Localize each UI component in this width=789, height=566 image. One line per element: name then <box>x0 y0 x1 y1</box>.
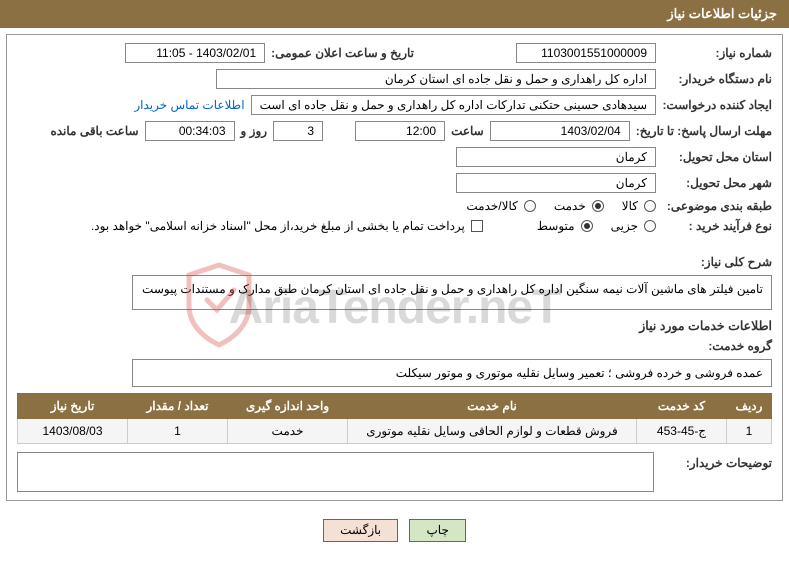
remain-time-value: 00:34:03 <box>145 121 235 141</box>
deadline-label: مهلت ارسال پاسخ: تا تاریخ: <box>636 124 772 138</box>
pt-medium-text: متوسط <box>537 219 575 233</box>
td-qty: 1 <box>128 419 228 444</box>
th-date: تاریخ نیاز <box>18 394 128 419</box>
remain-word: ساعت باقی مانده <box>50 124 138 138</box>
time-word: ساعت <box>451 124 484 138</box>
requester-label: ایجاد کننده درخواست: <box>662 98 772 112</box>
pub-time-label: تاریخ و ساعت اعلان عمومی: <box>271 46 414 60</box>
td-code: ج-45-453 <box>637 419 727 444</box>
buyer-org-label: نام دستگاه خریدار: <box>662 72 772 86</box>
group-label: گروه خدمت: <box>662 339 772 353</box>
requester-value: سیدهادی حسینی حتکنی تدارکات اداره کل راه… <box>251 95 656 115</box>
purchase-type-label: نوع فرآیند خرید : <box>662 219 772 233</box>
cat-kala-text: کالا <box>622 199 638 213</box>
desc-title-value: تامین فیلتر های ماشین آلات نیمه سنگین اد… <box>132 275 772 310</box>
button-row: چاپ بازگشت <box>0 507 789 554</box>
table-row: 1 ج-45-453 فروش قطعات و لوازم الحاقی وسا… <box>18 419 772 444</box>
category-label: طبقه بندی موضوعی: <box>662 199 772 213</box>
back-button[interactable]: بازگشت <box>323 519 398 542</box>
print-button[interactable]: چاپ <box>409 519 465 542</box>
desc-title-label: شرح کلی نیاز: <box>662 251 772 269</box>
group-value: عمده فروشی و خرده فروشی ؛ تعمیر وسایل نق… <box>132 359 772 387</box>
days-word: روز و <box>241 124 268 138</box>
main-container: شماره نیاز: 1103001551000009 تاریخ و ساع… <box>6 34 783 501</box>
city-value: کرمان <box>456 173 656 193</box>
need-no-value: 1103001551000009 <box>516 43 656 63</box>
radio-icon-selected <box>592 200 604 212</box>
th-name: نام خدمت <box>348 394 637 419</box>
cat-service-radio[interactable]: خدمت <box>554 199 604 213</box>
payment-checkbox[interactable] <box>471 220 483 232</box>
buyer-desc-label: توضیحات خریدار: <box>662 452 772 470</box>
pt-minor-text: جزیی <box>611 219 638 233</box>
th-qty: تعداد / مقدار <box>128 394 228 419</box>
radio-icon <box>644 200 656 212</box>
deadline-time-value: 12:00 <box>355 121 445 141</box>
td-name: فروش قطعات و لوازم الحاقی وسایل نقلیه مو… <box>348 419 637 444</box>
th-code: کد خدمت <box>637 394 727 419</box>
td-idx: 1 <box>727 419 772 444</box>
services-table: ردیف کد خدمت نام خدمت واحد اندازه گیری ت… <box>17 393 772 444</box>
radio-icon <box>644 220 656 232</box>
deadline-date-value: 1403/02/04 <box>490 121 630 141</box>
days-value: 3 <box>273 121 323 141</box>
pub-time-value: 1403/02/01 - 11:05 <box>125 43 265 63</box>
cat-both-radio[interactable]: کالا/خدمت <box>466 199 535 213</box>
need-no-label: شماره نیاز: <box>662 46 772 60</box>
td-unit: خدمت <box>228 419 348 444</box>
th-unit: واحد اندازه گیری <box>228 394 348 419</box>
payment-note-text: پرداخت تمام یا بخشی از مبلغ خرید،از محل … <box>91 219 465 233</box>
pt-minor-radio[interactable]: جزیی <box>611 219 656 233</box>
table-header-row: ردیف کد خدمت نام خدمت واحد اندازه گیری ت… <box>18 394 772 419</box>
td-date: 1403/08/03 <box>18 419 128 444</box>
buyer-org-value: اداره کل راهداری و حمل و نقل جاده ای است… <box>216 69 656 89</box>
cat-kala-radio[interactable]: کالا <box>622 199 656 213</box>
buyer-contact-link[interactable]: اطلاعات تماس خریدار <box>134 98 244 112</box>
page-title: جزئیات اطلاعات نیاز <box>667 6 777 21</box>
radio-icon <box>524 200 536 212</box>
province-value: کرمان <box>456 147 656 167</box>
province-label: استان محل تحویل: <box>662 150 772 164</box>
buyer-desc-box <box>17 452 654 492</box>
city-label: شهر محل تحویل: <box>662 176 772 190</box>
page-header: جزئیات اطلاعات نیاز <box>0 0 789 28</box>
th-row: ردیف <box>727 394 772 419</box>
cat-both-text: کالا/خدمت <box>466 199 517 213</box>
radio-icon-selected <box>581 220 593 232</box>
cat-service-text: خدمت <box>554 199 586 213</box>
pt-medium-radio[interactable]: متوسط <box>537 219 593 233</box>
service-info-label: اطلاعات خدمات مورد نیاز <box>17 318 772 333</box>
